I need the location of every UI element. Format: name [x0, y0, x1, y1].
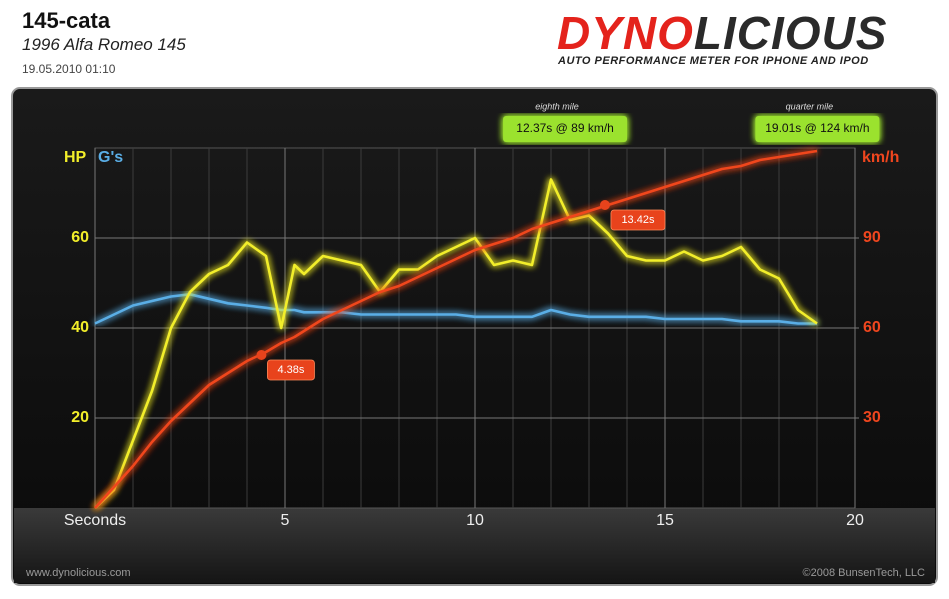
tagline: AUTO PERFORMANCE METER FOR IPHONE AND IP… — [558, 55, 869, 67]
series-line — [94, 178, 818, 509]
marker-label: 4.38s — [277, 364, 304, 376]
x-tick-label: 15 — [656, 512, 674, 529]
date: 19.05.2010 01:10 — [22, 62, 116, 76]
legend-label: HP — [64, 149, 87, 166]
x-tick-label: Seconds — [64, 512, 126, 529]
x-tick-label: 5 — [281, 512, 290, 529]
annotation-label: 12.37s @ 89 km/h — [516, 121, 614, 135]
logo: DYNOLICIOUS — [557, 6, 887, 60]
y2-tick-label: 60 — [863, 319, 881, 336]
series-line — [94, 293, 817, 325]
marker-box — [267, 359, 315, 381]
footer-right: ©2008 BunsenTech, LLC — [803, 567, 926, 579]
chart-title: 145-cata — [22, 8, 111, 33]
marker-dot — [599, 200, 610, 210]
annotation-title: quarter mile — [786, 101, 834, 111]
y2-tick-label: 30 — [863, 409, 881, 426]
y-tick-label: 20 — [71, 409, 89, 426]
chart-subtitle: 1996 Alfa Romeo 145 — [22, 35, 186, 54]
marker-dot — [256, 350, 267, 360]
marker-label: 13.42s — [621, 214, 655, 226]
x-tick-label: 10 — [466, 512, 484, 529]
y-tick-label: 40 — [71, 319, 89, 336]
annotation-box — [503, 116, 628, 142]
series-line — [94, 149, 818, 509]
logo-dark: LICIOUS — [693, 7, 888, 59]
marker-box — [610, 209, 666, 231]
annotation-box — [755, 116, 880, 142]
footer-left: www.dynolicious.com — [25, 567, 131, 579]
y-tick-label: 60 — [71, 229, 89, 246]
floor — [14, 508, 935, 583]
logo-red: DYNO — [557, 7, 694, 59]
annotation-title: eighth mile — [535, 101, 579, 111]
legend-label: G's — [98, 149, 123, 166]
x-tick-label: 20 — [846, 512, 864, 529]
annotation-label: 19.01s @ 124 km/h — [765, 121, 869, 135]
legend-label: km/h — [862, 149, 899, 166]
y2-tick-label: 90 — [863, 229, 881, 246]
